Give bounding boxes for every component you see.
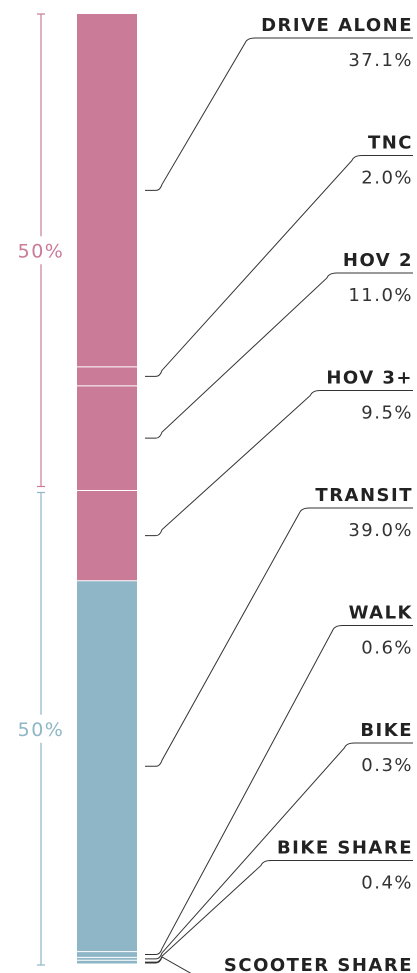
bracket-gap: [10, 236, 72, 265]
segment: [77, 366, 137, 386]
segment-name: BIKE SHARE: [277, 838, 413, 859]
segment: [77, 385, 137, 491]
segment-value: 0.3%: [361, 755, 413, 776]
leader-line: [145, 625, 413, 956]
segment-value: 39.0%: [348, 520, 413, 541]
segment: [77, 580, 137, 952]
leader-line: [145, 507, 413, 767]
segment-name: SCOOTER SHARE: [224, 955, 413, 973]
bracket-gap: [10, 714, 72, 743]
leader-line: [145, 272, 413, 439]
leader-line: [145, 860, 413, 963]
leader-line: [145, 37, 413, 191]
segment-name: TNC: [368, 133, 413, 154]
segment: [77, 960, 137, 965]
segment-value: 2.0%: [361, 168, 413, 189]
segment-value: 37.1%: [348, 50, 413, 71]
segment-name: DRIVE ALONE: [261, 15, 413, 36]
group-label: 50%: [18, 719, 65, 741]
segment-name: HOV 3+: [326, 368, 413, 389]
segment-name: HOV 2: [343, 250, 413, 271]
segment-value: 11.0%: [348, 285, 413, 306]
segment-value: 0.6%: [361, 638, 413, 659]
segment-name: TRANSIT: [315, 485, 413, 506]
segment-name: BIKE: [360, 720, 413, 741]
segment: [77, 957, 137, 961]
leader-line: [145, 390, 413, 537]
segment-value: 9.5%: [361, 403, 413, 424]
segment: [77, 14, 137, 367]
segment-value: 0.4%: [361, 873, 413, 894]
leader-line: [145, 742, 413, 960]
leader-line: [145, 155, 413, 377]
segment: [77, 951, 137, 958]
leader-line: [145, 956, 192, 973]
group-label: 50%: [18, 240, 65, 262]
segment-name: WALK: [349, 603, 413, 624]
segment: [77, 490, 137, 581]
